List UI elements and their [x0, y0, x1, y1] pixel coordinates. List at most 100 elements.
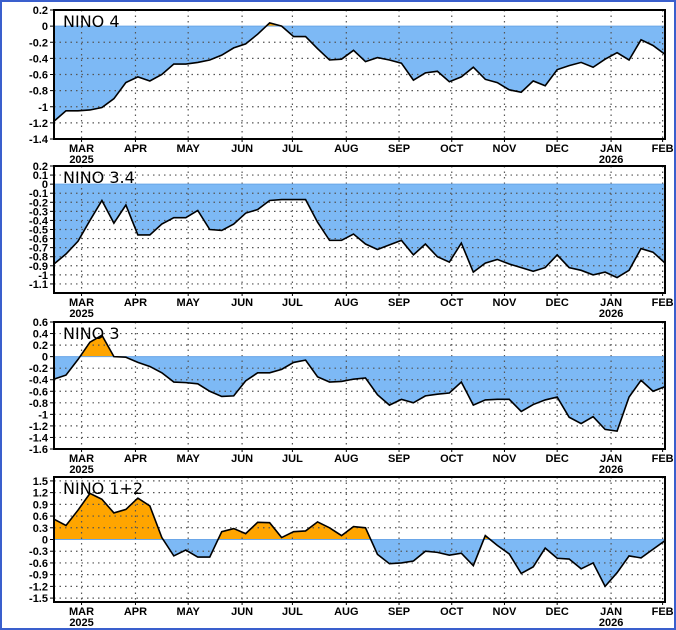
month-label: DEC	[546, 297, 569, 309]
y-tick-label: -0.6	[29, 386, 48, 398]
month-label: JUL	[282, 453, 303, 465]
y-tick-label: -0.6	[29, 234, 48, 246]
month-label: MAY	[176, 606, 200, 618]
month-label: SEP	[388, 606, 410, 618]
index-line	[53, 492, 666, 588]
panel-title: NINO 1+2	[63, 479, 143, 498]
month-label: NOV	[493, 297, 518, 309]
y-tick-label: -0.5	[29, 225, 48, 237]
panel-nino-3: 0.60.40.20-0.2-0.4-0.6-0.8-1-1.2-1.4-1.6…	[29, 317, 674, 476]
month-label: JAN	[600, 143, 622, 155]
y-tick-label: 0	[42, 179, 48, 191]
y-tick-label: -1.1	[29, 279, 48, 291]
month-label: SEP	[388, 143, 410, 155]
month-label: JUN	[231, 453, 253, 465]
y-tick-label: -1.2	[29, 581, 48, 593]
month-label: JAN	[600, 297, 622, 309]
month-label: JAN	[600, 453, 622, 465]
y-tick-label: 0.2	[33, 5, 48, 17]
y-tick-label: 0.6	[33, 317, 48, 329]
negative-anomaly-area	[54, 184, 665, 278]
year-label: 2025	[69, 464, 93, 476]
year-label: 2026	[599, 617, 623, 629]
y-tick-label: -1	[38, 270, 48, 282]
y-tick-label: 0.9	[33, 499, 48, 511]
y-tick-label: -1	[38, 409, 48, 421]
year-label: 2026	[599, 464, 623, 476]
y-tick-label: 0	[42, 21, 48, 33]
y-tick-label: -1.2	[29, 421, 48, 433]
plot-frame	[53, 321, 666, 450]
month-label: OCT	[440, 143, 464, 155]
y-tick-label: -0.8	[29, 252, 48, 264]
month-label: SEP	[388, 297, 410, 309]
y-tick-label: -0.6	[29, 558, 48, 570]
y-tick-label: -1.2	[29, 118, 48, 130]
month-label: JUN	[231, 143, 253, 155]
y-tick-label: -0.8	[29, 398, 48, 410]
y-tick-label: 0.4	[33, 329, 49, 341]
plot-frame	[53, 9, 666, 140]
negative-anomaly-area	[54, 26, 665, 122]
positive-anomaly-area	[54, 493, 665, 540]
month-label: JAN	[600, 606, 622, 618]
negative-anomaly-area	[54, 356, 665, 432]
y-tick-label: -1.4	[29, 432, 49, 444]
y-tick-label: -0.9	[29, 570, 48, 582]
month-label: NOV	[493, 606, 518, 618]
year-label: 2026	[599, 308, 623, 320]
y-tick-label: 1.5	[33, 476, 48, 488]
y-tick-label: -0.6	[29, 70, 48, 82]
y-tick-label: -1.6	[29, 444, 48, 456]
month-label: FEB	[652, 453, 674, 465]
month-label: JUL	[282, 297, 303, 309]
panel-title: NINO 3.4	[63, 168, 135, 187]
month-label: AUG	[334, 606, 358, 618]
y-tick-label: 0.1	[33, 170, 48, 182]
panel-nino-1-2: 1.51.20.90.60.30-0.3-0.6-0.9-1.2-1.5MAR2…	[29, 476, 674, 629]
month-label: MAR	[69, 606, 94, 618]
month-label: APR	[124, 143, 147, 155]
month-label: FEB	[652, 606, 674, 618]
y-tick-label: -0.4	[29, 215, 49, 227]
month-label: MAY	[176, 143, 200, 155]
y-tick-label: -0.3	[29, 546, 48, 558]
month-label: JUN	[231, 606, 253, 618]
month-label: DEC	[546, 143, 569, 155]
month-label: APR	[124, 453, 147, 465]
month-label: MAR	[69, 453, 94, 465]
y-tick-label: 1.2	[33, 488, 48, 500]
month-label: APR	[124, 606, 147, 618]
plot-frame	[53, 165, 666, 294]
y-tick-label: 0.6	[33, 511, 48, 523]
year-label: 2025	[69, 617, 93, 629]
month-label: OCT	[440, 297, 464, 309]
month-label: JUN	[231, 297, 253, 309]
month-label: DEC	[546, 606, 569, 618]
month-label: NOV	[493, 453, 518, 465]
y-tick-label: 0.2	[33, 340, 48, 352]
index-line	[53, 334, 666, 432]
y-tick-label: -0.1	[29, 188, 48, 200]
y-tick-label: 0.2	[33, 161, 48, 173]
month-label: AUG	[334, 453, 358, 465]
y-tick-label: -0.3	[29, 206, 48, 218]
y-tick-label: -0.2	[29, 197, 48, 209]
y-tick-label: -0.4	[29, 375, 49, 387]
month-label: MAR	[69, 297, 94, 309]
month-label: MAY	[176, 297, 200, 309]
panel-nino-3-4: 0.20.10-0.1-0.2-0.3-0.4-0.5-0.6-0.7-0.8-…	[29, 161, 674, 320]
y-tick-label: -0.4	[29, 53, 49, 65]
plot-frame	[53, 476, 666, 603]
panel-title: NINO 3	[63, 324, 120, 343]
y-tick-label: -1.5	[29, 593, 48, 605]
y-tick-label: -1.4	[29, 134, 49, 146]
month-label: AUG	[334, 297, 358, 309]
month-label: AUG	[334, 143, 358, 155]
month-label: SEP	[388, 453, 410, 465]
y-tick-label: -0.8	[29, 86, 48, 98]
y-tick-label: 0	[42, 352, 48, 364]
month-label: JUL	[282, 606, 303, 618]
